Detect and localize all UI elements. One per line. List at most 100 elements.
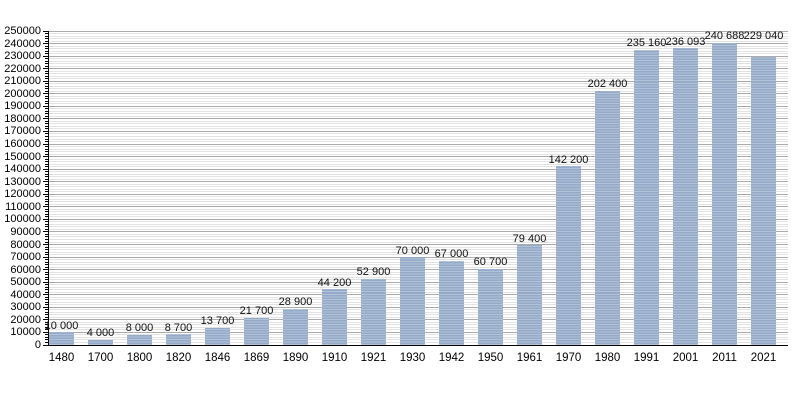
- bar-2011: [712, 42, 737, 345]
- y-minor-tick: [45, 70, 48, 72]
- y-tick-label: 250000: [4, 25, 41, 37]
- gridline-major: [48, 143, 788, 145]
- bar-value-label: 142 200: [548, 153, 589, 166]
- gridline-minor: [48, 146, 788, 148]
- y-minor-tick: [45, 309, 48, 311]
- y-minor-tick: [45, 163, 48, 165]
- gridline-minor: [48, 95, 788, 97]
- y-major-tick: [42, 156, 48, 158]
- y-minor-tick: [45, 110, 48, 112]
- y-minor-tick: [45, 103, 48, 105]
- gridline-major: [48, 80, 788, 82]
- y-minor-tick: [45, 254, 48, 256]
- gridline-minor: [48, 50, 788, 52]
- y-minor-tick: [45, 171, 48, 173]
- gridline-major: [48, 130, 788, 132]
- bar-value-label: 202 400: [587, 78, 628, 91]
- gridline-major: [48, 193, 788, 195]
- x-tick-label: 1890: [282, 352, 309, 364]
- bar-value-label: 4 000: [86, 327, 115, 340]
- y-major-tick: [42, 181, 48, 183]
- y-minor-tick: [45, 299, 48, 301]
- y-major-tick: [42, 294, 48, 296]
- bar-value-label: 44 200: [317, 276, 352, 289]
- y-major-tick: [42, 218, 48, 220]
- x-tick-label: 1869: [243, 352, 270, 364]
- y-minor-tick: [45, 158, 48, 160]
- x-tick-label: 2021: [750, 352, 777, 364]
- y-minor-tick: [45, 178, 48, 180]
- y-minor-tick: [45, 88, 48, 90]
- gridline-minor: [48, 233, 788, 235]
- gridline-minor: [48, 73, 788, 75]
- gridline-minor: [48, 128, 788, 130]
- gridline-minor: [48, 48, 788, 50]
- y-minor-tick: [45, 284, 48, 286]
- y-major-tick: [42, 344, 48, 346]
- bar-value-label: 70 000: [395, 244, 430, 257]
- gridline-minor: [48, 161, 788, 163]
- bar-value-label: 13 700: [200, 315, 235, 328]
- y-minor-tick: [45, 115, 48, 117]
- x-tick-label: 1820: [165, 352, 192, 364]
- bar-1950: [478, 268, 503, 345]
- gridline-major: [48, 118, 788, 120]
- y-minor-tick: [45, 316, 48, 318]
- x-tick-label: 1942: [438, 352, 465, 364]
- gridline-minor: [48, 88, 788, 90]
- gridline-minor: [48, 120, 788, 122]
- gridline-minor: [48, 254, 788, 256]
- y-minor-tick: [45, 73, 48, 75]
- y-minor-tick: [45, 78, 48, 80]
- y-minor-tick: [45, 314, 48, 316]
- y-minor-tick: [45, 58, 48, 60]
- x-tick-label: 1921: [360, 352, 387, 364]
- y-tick-label: 60000: [10, 263, 41, 276]
- bar-1970: [556, 166, 581, 345]
- y-minor-tick: [45, 38, 48, 40]
- y-minor-tick: [45, 188, 48, 190]
- gridline-minor: [48, 221, 788, 223]
- y-tick-label: 50000: [10, 276, 41, 289]
- y-minor-tick: [45, 203, 48, 205]
- gridline-major: [48, 156, 788, 158]
- x-tick-label: 1950: [477, 352, 504, 364]
- y-minor-tick: [45, 63, 48, 65]
- y-minor-tick: [45, 60, 48, 62]
- bar-1942: [439, 260, 464, 345]
- y-major-tick: [42, 93, 48, 95]
- gridline-minor: [48, 63, 788, 65]
- y-minor-tick: [45, 133, 48, 135]
- y-minor-tick: [45, 83, 48, 85]
- gridline-major: [48, 244, 788, 246]
- y-tick-label: 90000: [10, 225, 41, 238]
- x-tick-label: 2011: [712, 352, 737, 364]
- y-minor-tick: [45, 191, 48, 193]
- gridline-minor: [48, 98, 788, 100]
- y-minor-tick: [45, 251, 48, 253]
- y-major-tick: [42, 55, 48, 57]
- y-minor-tick: [45, 40, 48, 42]
- y-major-tick: [42, 118, 48, 120]
- gridline-minor: [48, 198, 788, 200]
- bar-1991: [634, 49, 659, 345]
- y-minor-tick: [45, 236, 48, 238]
- bar-1846: [205, 327, 230, 345]
- gridline-minor: [48, 208, 788, 210]
- y-minor-tick: [45, 146, 48, 148]
- x-tick-label: 1930: [399, 352, 426, 364]
- gridline-minor: [48, 141, 788, 143]
- gridline-minor: [48, 38, 788, 40]
- gridline-minor: [48, 108, 788, 110]
- gridline-major: [48, 105, 788, 107]
- x-tick-label: 1980: [594, 352, 621, 364]
- gridline-minor: [48, 138, 788, 140]
- y-minor-tick: [45, 336, 48, 338]
- y-minor-tick: [45, 228, 48, 230]
- y-tick-label: 160000: [4, 138, 41, 151]
- y-minor-tick: [45, 98, 48, 100]
- y-tick-label: 240000: [4, 37, 41, 50]
- y-minor-tick: [45, 201, 48, 203]
- y-major-tick: [42, 331, 48, 333]
- gridline-major: [48, 181, 788, 183]
